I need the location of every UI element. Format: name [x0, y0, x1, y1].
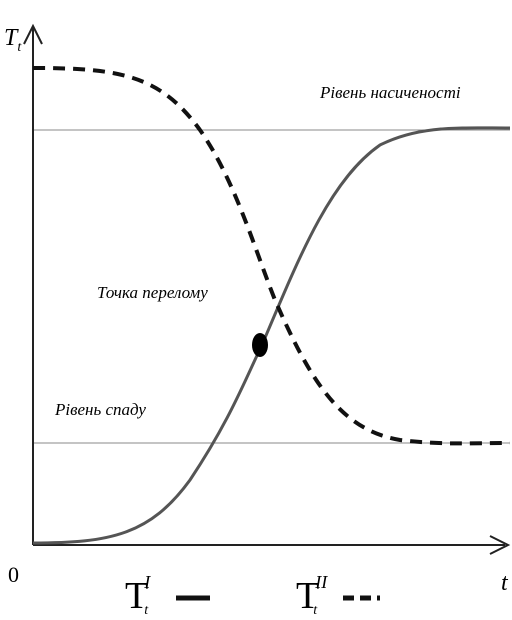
x-axis-label: t	[501, 570, 509, 596]
inflection-label: Точка перелому	[97, 283, 208, 302]
y-axis-label: Tt	[4, 25, 22, 55]
legend-solid-label: TI t	[125, 572, 151, 618]
saturation-label: Рівень насиченості	[319, 83, 461, 102]
y-axis-arrow	[23, 23, 43, 45]
x-axis-arrow	[489, 535, 511, 555]
legend-dashed-label: TII t	[296, 572, 328, 618]
origin-label: 0	[8, 562, 19, 587]
dashed-curve	[32, 66, 511, 446]
inflection-point	[252, 333, 268, 357]
decline-label: Рівень спаду	[54, 400, 146, 419]
solid-curve	[32, 126, 511, 545]
